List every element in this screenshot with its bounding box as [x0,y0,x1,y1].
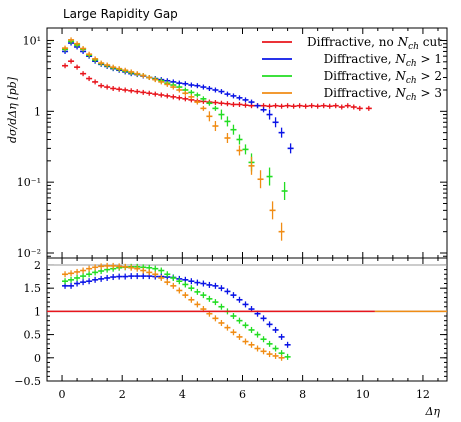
x-tick-label: 6 [239,388,246,401]
y-tick-label-ratio: −0.5 [14,375,41,388]
y-tick-label-ratio: 0.5 [24,329,42,342]
x-tick-label: 10 [356,388,370,401]
ratio-panel-frame [46,257,448,382]
y-tick-label-top: 1 [34,105,41,118]
legend-label: Diffractive, Nch > 3 [324,86,442,103]
y-tick-label-ratio: 2 [34,259,41,272]
top-panel-series [62,37,372,241]
top-panel-ticks: 10⁻² 10⁻¹ 1 10¹ [17,28,447,260]
x-tick-label: 4 [179,388,186,401]
legend-label: Diffractive, Nch > 2 [324,69,442,86]
y-axis-label: dσ/dΔη [pb] [6,76,19,143]
x-tick-label: 0 [59,388,66,401]
x-axis-label: Δη [424,405,440,418]
x-tick-label: 2 [119,388,126,401]
x-tick-label: 8 [299,388,306,401]
y-tick-label-ratio: 1 [34,305,41,318]
x-tick-label: 12 [416,388,430,401]
y-tick-label-top: 10⁻¹ [17,176,41,189]
legend-label: Diffractive, no Nch cut [307,35,442,52]
y-tick-label-top: 10¹ [23,34,41,47]
y-tick-label-ratio: 1.5 [24,282,42,295]
y-tick-label-top: 10⁻² [17,247,41,260]
y-tick-label-ratio: 0 [34,352,41,365]
ratio-panel-series [47,262,447,361]
legend-label: Diffractive, Nch > 1 [324,52,442,69]
x-tick-labels: 0 2 4 6 8 10 12 [59,388,430,401]
chart-title: Large Rapidity Gap [63,7,178,21]
